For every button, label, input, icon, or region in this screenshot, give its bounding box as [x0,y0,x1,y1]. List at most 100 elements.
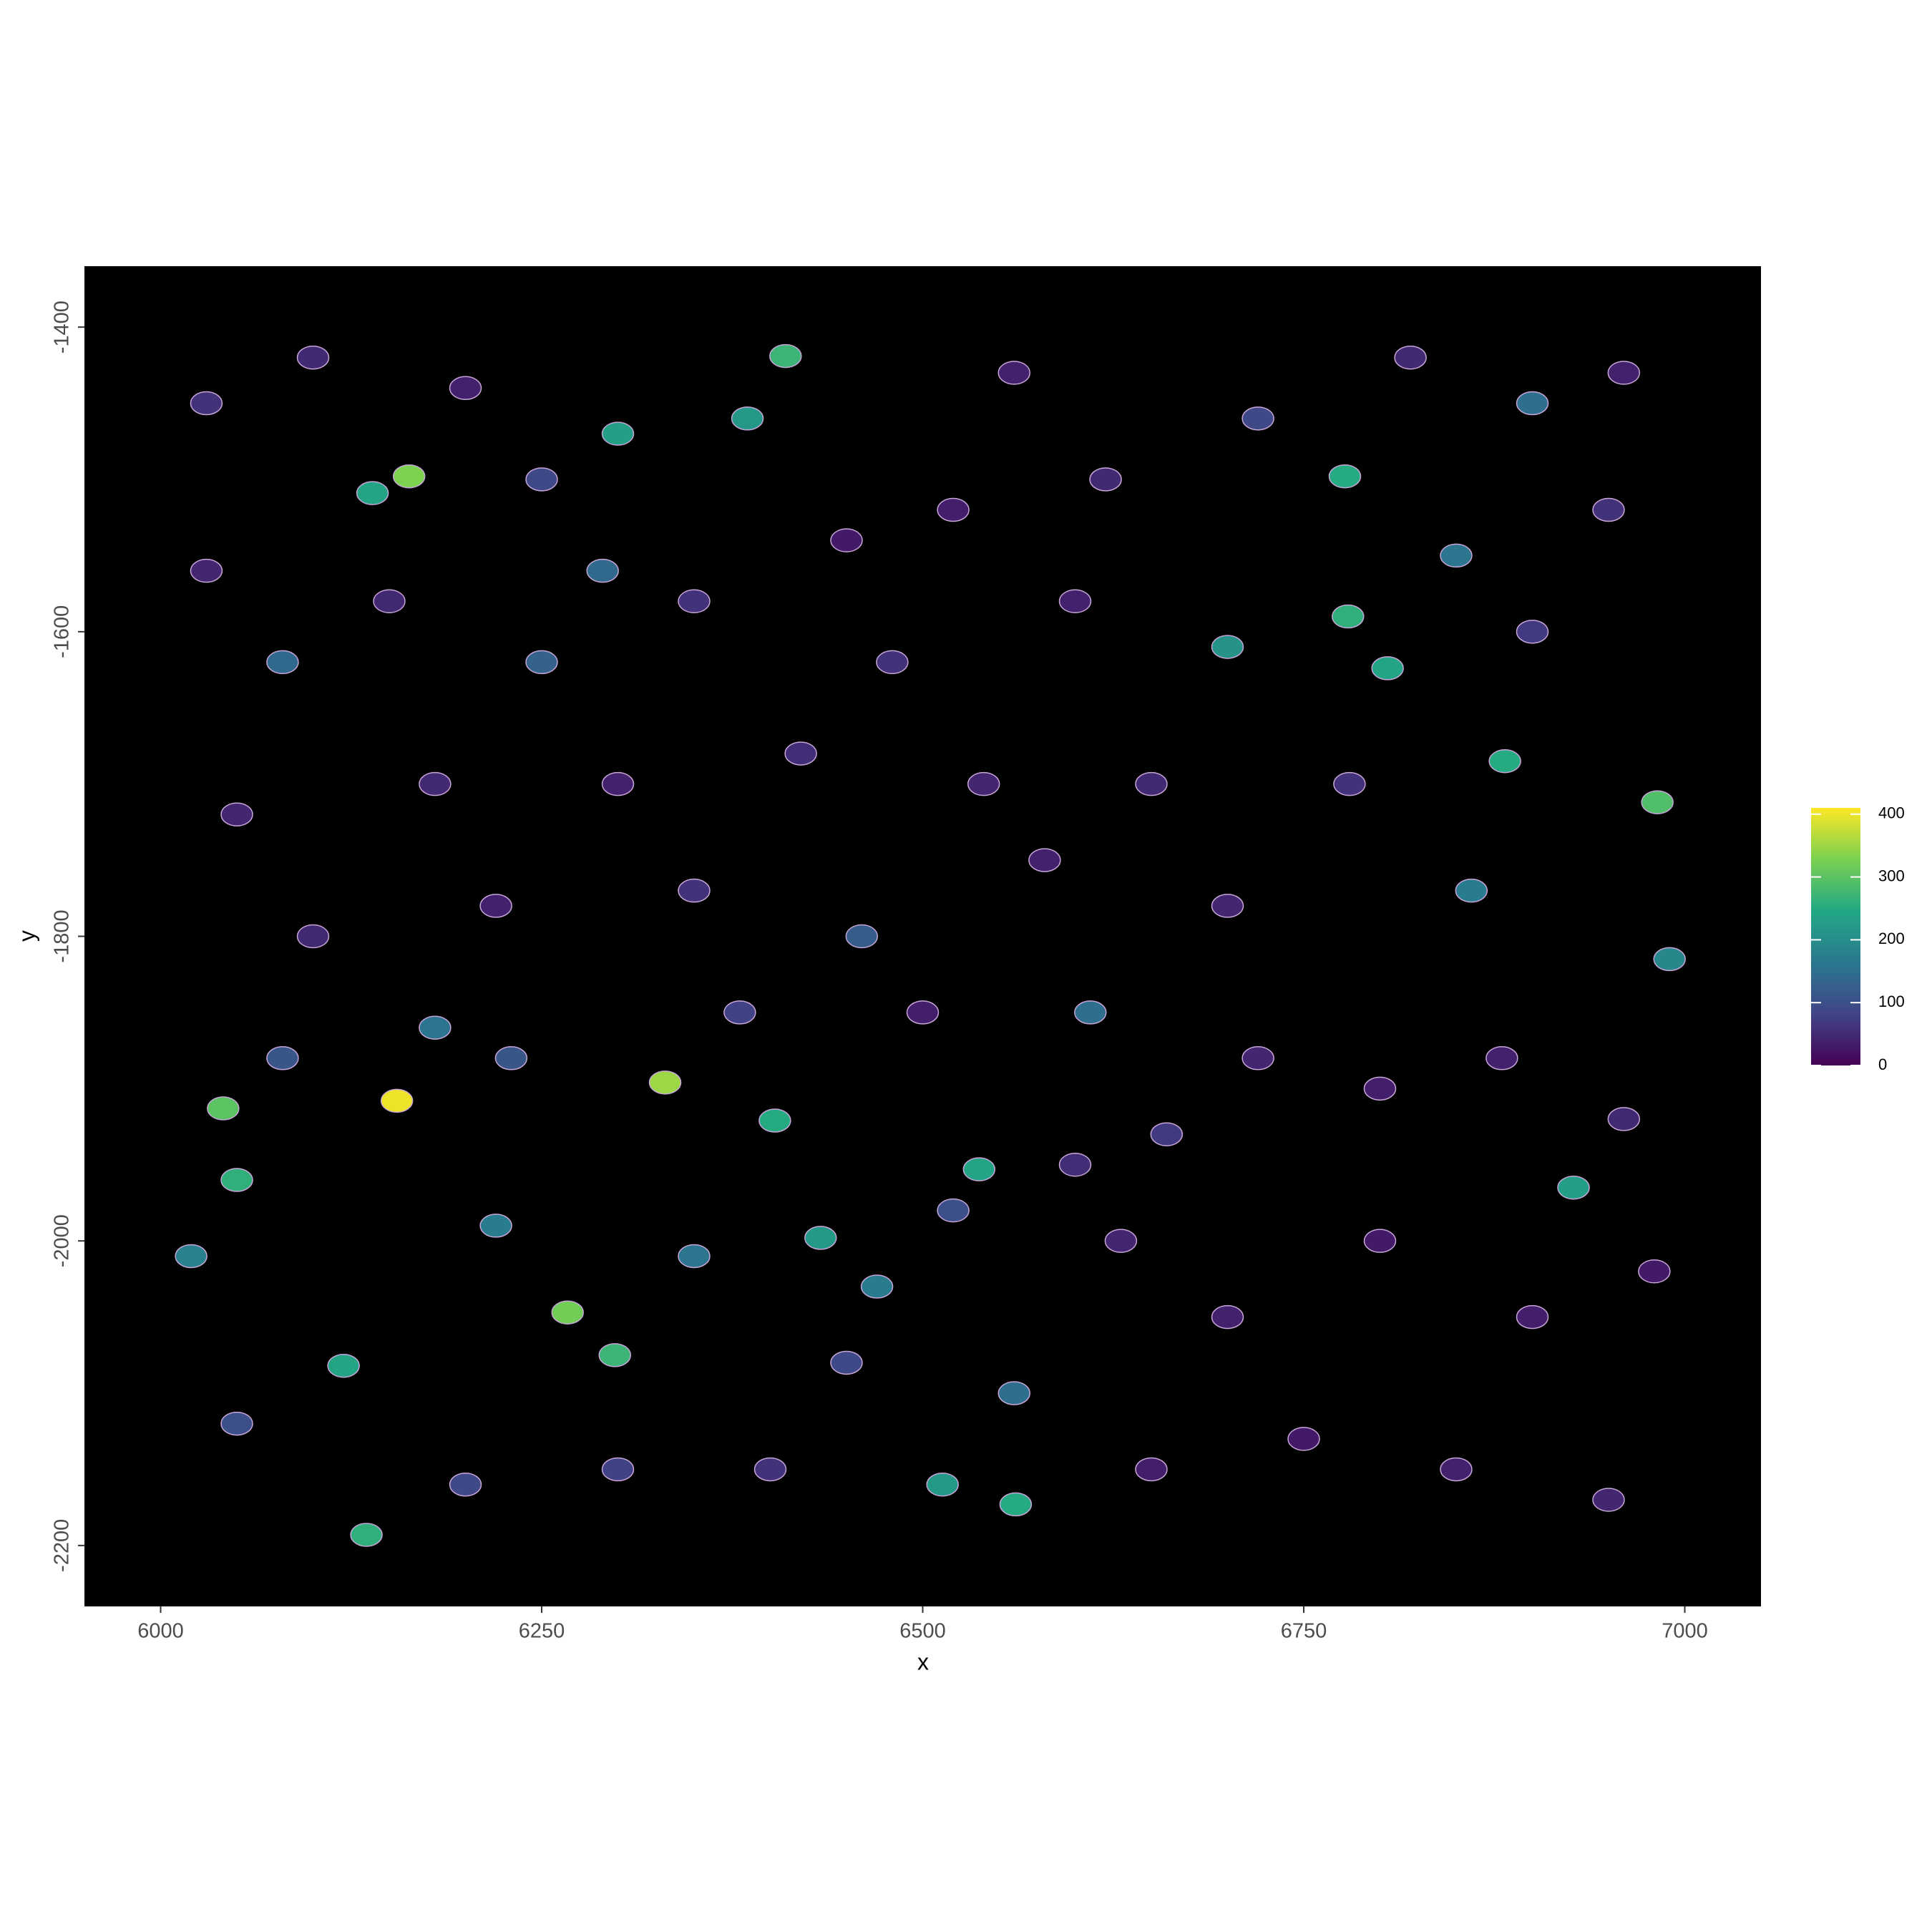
cell [830,1350,863,1375]
cell [769,343,802,369]
cell [926,1472,959,1497]
cell [1363,1076,1397,1101]
cell [449,376,482,401]
cell [1058,1153,1092,1177]
cell [1557,1175,1590,1200]
cell [1089,467,1122,492]
cell [1371,656,1404,680]
cell [1488,748,1521,774]
colorbar-tick-label: 400 [1878,804,1905,822]
colorbar-axis: 0 100 200 300 400 [1811,804,1905,1073]
cell [784,741,817,766]
panel [84,266,1761,1606]
cell [937,1198,970,1223]
cell [1211,635,1244,659]
cell [999,1492,1033,1517]
cell [678,589,711,613]
x-tick-label: 6750 [1281,1620,1327,1643]
x-tick-label: 6500 [899,1620,946,1643]
y-tick-label: -1600 [51,605,74,658]
cell [753,1457,787,1482]
colorbar-tick-label: 300 [1878,867,1905,884]
cell [419,771,452,796]
cell [266,1046,299,1070]
cell [1516,1304,1549,1330]
cell [1332,604,1365,629]
colorbar-tick-label: 0 [1878,1055,1887,1073]
cell [678,1244,711,1269]
cell [601,771,635,796]
cell [1104,1229,1138,1253]
cell [758,1108,791,1133]
cell [1150,1122,1184,1146]
cell [525,467,558,492]
cell [1592,497,1625,522]
cell [601,1457,635,1482]
cell [1516,391,1549,416]
cell [1028,848,1061,872]
cell [723,1000,756,1025]
cell [1641,790,1674,814]
cell [190,558,223,583]
x-tick-label: 6250 [519,1620,565,1643]
cell [373,589,406,613]
cell [266,650,299,675]
cell [997,1381,1031,1405]
cell [598,1343,631,1367]
cell [1653,947,1686,972]
cell [1135,1457,1168,1482]
cell [962,1157,996,1181]
cell [419,1015,452,1040]
cell [190,391,223,416]
cell [296,345,330,370]
cell [1516,620,1549,644]
cell [1211,1304,1244,1330]
cell [648,1070,682,1095]
y-tick-label: -2200 [51,1519,74,1572]
cell [525,650,558,675]
colorbar-tick-label: 200 [1878,930,1905,947]
cell [601,421,635,446]
cell [207,1096,240,1121]
cell [876,650,909,675]
cell [804,1226,837,1250]
cell [1440,543,1473,568]
cell [479,894,512,918]
x-tick-label: 7000 [1662,1620,1708,1643]
cell [1333,771,1366,796]
cell [327,1353,360,1378]
x-tick-label: 6000 [137,1620,184,1643]
cell [937,497,970,522]
cell [1211,894,1244,918]
cell [906,1000,940,1025]
cell [1241,1046,1274,1070]
cell [731,406,764,431]
cell [1058,589,1092,613]
cell [1135,771,1168,796]
cell [1440,1457,1473,1482]
cell [830,528,863,552]
cell [678,878,711,903]
cell [845,924,879,949]
cell [380,1088,414,1113]
cell [1455,878,1488,903]
cell [1074,1000,1107,1025]
cell [1638,1259,1671,1284]
cell [1592,1488,1625,1512]
cell [296,924,330,949]
colorbar [1811,808,1860,1065]
cell [350,1523,383,1547]
x-axis-title: x [917,1649,929,1674]
y-tick-label: -2000 [51,1214,74,1267]
cell [356,481,389,505]
cell [1607,1107,1641,1131]
y-tick-label: -1800 [51,909,74,962]
y-axis-title: y [14,930,39,942]
cell [997,361,1031,385]
cell [1363,1229,1397,1253]
cell [1287,1427,1320,1451]
cell [220,802,253,826]
cell [1328,464,1362,489]
cell [1607,361,1641,385]
cell [494,1046,528,1070]
